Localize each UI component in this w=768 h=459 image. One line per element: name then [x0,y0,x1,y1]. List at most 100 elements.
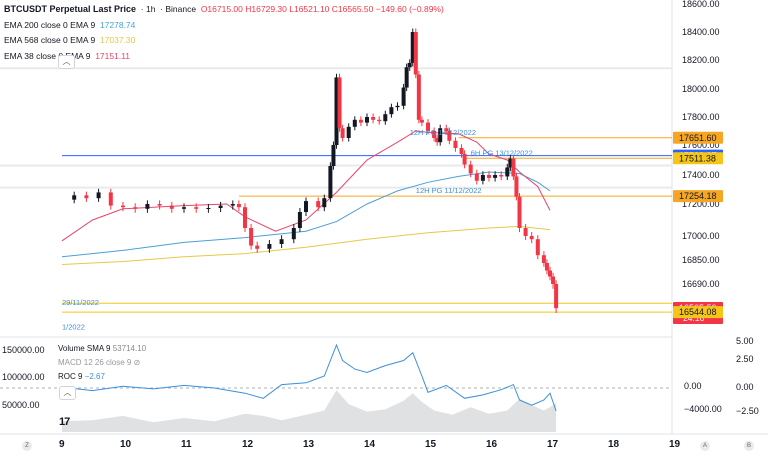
ema568-line [61,225,551,265]
indicator-ema38[interactable]: EMA 38 close 0 EMA 9 17151.11 [4,50,131,61]
candle-body [459,148,464,154]
candle-body [535,239,540,256]
candle-body [331,145,336,166]
candle-body [407,62,412,68]
candle-body [511,158,516,177]
candle-body [404,67,409,88]
candle-body [453,140,458,148]
level-annotation-3: 29/11/2022 [62,298,99,307]
candle-body [523,228,528,236]
roc-axis-tick-2: 0.00 [736,382,754,392]
price-tick-5: 17600.00 [682,140,720,150]
time-tick-0: 9 [59,439,65,450]
interval-label[interactable]: 1h [145,4,156,14]
candle-body [480,175,485,181]
price-label-2: 17511.38 [679,153,716,163]
price-label-bg-3 [673,190,723,203]
time-tick-8: 17 [547,439,559,450]
time-tick-4: 13 [303,439,315,450]
collapse-lower-legend-button[interactable]: ︿ [59,386,76,400]
candle-body [432,131,437,138]
time-tick-9: 18 [608,439,620,450]
settings-b-icon[interactable]: B [744,441,754,451]
candle-body [505,167,510,177]
roc-axis-tick-0: 5.00 [736,336,754,346]
candle-body [352,119,357,127]
candle-body [499,175,504,177]
candle-body [377,119,382,122]
candle-body [462,154,467,165]
candle-body [395,105,400,108]
candle-body [328,166,333,199]
candle-body [304,201,308,212]
volume-axis-tick-1: 100000.00 [2,372,45,382]
candle-body [493,175,498,178]
candle-body [337,77,342,129]
candle-body [108,192,113,206]
candle-body [410,32,415,63]
support-zone-2 [0,186,672,189]
candle-body [230,204,235,206]
candle-body [145,204,150,209]
support-zone-1 [0,164,672,167]
candle-body [551,276,556,284]
candle-body [182,207,186,209]
candle-body [279,239,284,244]
candle-body [255,245,260,249]
candle-body [334,77,339,145]
candle-body [541,255,546,263]
macd-legend[interactable]: MACD 12 26 close 9 ⊘ [58,358,141,367]
candle-body [474,173,479,181]
candle-body [358,119,363,123]
candle-body [267,244,272,249]
candle-body [444,128,449,131]
candle-body [548,270,552,277]
time-tick-6: 15 [425,439,437,450]
macd-axis-tick-0: 0.00 [684,381,702,391]
time-tick-1: 10 [120,439,132,450]
roc-legend[interactable]: ROC 9 −2.67 [58,372,105,381]
collapse-legend-button[interactable]: ︿ [58,55,75,69]
candle-body [291,228,296,240]
indicator-ema568[interactable]: EMA 568 close 0 EMA 9 17037.30 [4,35,136,45]
candle-body [529,236,534,240]
price-tick-6: 17400.00 [682,170,720,180]
eye-off-icon[interactable]: ⊘ [133,358,141,367]
auto-scale-icon[interactable]: A [700,441,710,451]
exchange-label: Binance [165,4,197,14]
level-annotation-0: 12H PG 14/12/2022 [410,128,476,137]
candle-body [416,74,421,120]
volume-legend[interactable]: Volume SMA 9 53714.10 [58,344,147,353]
price-tick-9: 16850.00 [682,255,720,265]
candle-body [508,158,513,168]
support-zone-0 [0,67,672,70]
candle-body [514,176,519,197]
timezone-icon[interactable]: Z [22,441,32,451]
candle-body [297,212,302,228]
price-label-0: 17651.60 [679,133,717,143]
ohlc-close: C16565.50 [331,4,374,14]
indicator-ema38-value: 17151.11 [95,50,131,61]
volume-axis-tick-0: 150000.00 [2,345,45,355]
candle-body [218,205,223,208]
ohlc-open: O16715.00 [200,4,243,14]
candle-body [322,198,327,208]
price-label-3: 17254.18 [679,191,717,201]
candle-body [554,284,559,309]
candle-body [365,117,369,123]
price-label-5: 16544.08 [679,307,717,317]
candle-body [389,107,394,115]
candle-body [340,128,345,138]
symbol-title[interactable]: BTCUSDT Perpetual Last Price [4,4,137,14]
price-tick-7: 17200.00 [682,199,720,209]
macd-axis-tick-1: −4000.00 [684,404,722,414]
indicator-ema200[interactable]: EMA 200 close 0 EMA 9 17278.74 [4,19,136,30]
roc-line [61,343,557,412]
time-tick-7: 16 [486,439,498,450]
candle-body [133,207,138,209]
price-tick-2: 18200.00 [682,55,720,65]
ema38-line [61,130,551,242]
